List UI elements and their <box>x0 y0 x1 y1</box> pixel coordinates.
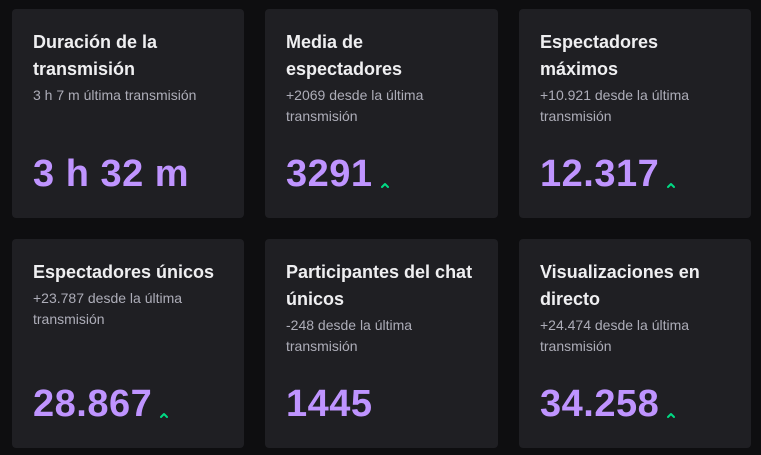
stat-title: Media de espectadores <box>286 32 403 79</box>
stat-card-unique-chatters: Participantes del chat únicos -248 desde… <box>265 239 498 448</box>
stat-title: Participantes del chat únicos <box>286 262 473 309</box>
stat-value: 12.317 <box>540 153 660 195</box>
stat-title: Espectadores únicos <box>33 262 215 282</box>
stat-value: 1445 <box>286 383 373 425</box>
stat-comparison: 3 h 7 m última transmisión <box>33 87 197 103</box>
stat-value-row: 28.867 <box>33 384 170 424</box>
stat-value: 3 h 32 m <box>33 153 190 195</box>
stat-comparison: +23.787 desde la última transmisión <box>33 290 183 327</box>
stat-card-max-viewers: Espectadores máximos +10.921 desde la úl… <box>519 9 751 218</box>
stat-value-row: 3 h 32 m <box>33 154 189 194</box>
stat-card-stream-duration: Duración de la transmisión 3 h 7 m últim… <box>12 9 244 218</box>
chevron-up-icon <box>380 183 389 188</box>
chevron-up-icon <box>160 413 169 418</box>
stat-value-row: 3291 <box>286 154 391 194</box>
stat-value-row: 34.258 <box>540 384 677 424</box>
stat-value: 28.867 <box>33 383 153 425</box>
stat-title: Visualizaciones en directo <box>540 262 700 309</box>
stat-title: Duración de la transmisión <box>33 32 158 79</box>
stat-value: 34.258 <box>540 383 660 425</box>
stat-card-live-views: Visualizaciones en directo +24.474 desde… <box>519 239 751 448</box>
stat-value: 3291 <box>286 153 373 195</box>
chevron-up-icon <box>667 413 676 418</box>
stat-comparison: -248 desde la última transmisión <box>286 317 413 354</box>
stat-value-row: 12.317 <box>540 154 677 194</box>
stat-card-average-viewers: Media de espectadores +2069 desde la últ… <box>265 9 498 218</box>
stat-card-unique-viewers: Espectadores únicos +23.787 desde la últ… <box>12 239 244 448</box>
stat-title: Espectadores máximos <box>540 32 659 79</box>
stat-comparison: +24.474 desde la última transmisión <box>540 317 690 354</box>
stat-value-row: 1445 <box>286 384 373 424</box>
stat-comparison: +2069 desde la última transmisión <box>286 87 424 124</box>
stat-comparison: +10.921 desde la última transmisión <box>540 87 690 124</box>
chevron-up-icon <box>667 183 676 188</box>
